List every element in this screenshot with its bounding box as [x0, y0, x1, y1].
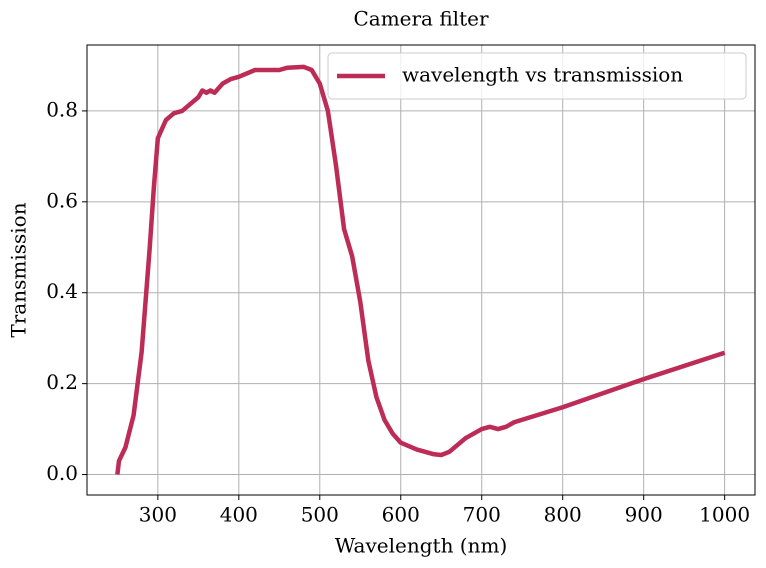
y-axis-label: Transmission	[7, 202, 31, 337]
x-tick-label: 1000	[699, 503, 750, 527]
chart-title: Camera filter	[353, 7, 488, 31]
x-tick-label: 500	[301, 503, 339, 527]
data-line	[115, 64, 726, 475]
x-tick-label: 900	[625, 503, 663, 527]
x-tick-label: 400	[220, 503, 258, 527]
legend-box	[327, 52, 747, 100]
x-tick-label: 600	[382, 503, 420, 527]
x-tick-label: 300	[139, 503, 177, 527]
y-tick-label: 0.2	[46, 370, 78, 394]
plot-frame	[86, 44, 756, 496]
x-tick-label: 800	[544, 503, 582, 527]
legend-label: wavelength vs transmission	[402, 63, 683, 87]
y-tick-label: 0.0	[46, 461, 78, 485]
y-tick-label: 0.8	[46, 97, 78, 121]
x-axis-label: Wavelength (nm)	[335, 534, 508, 558]
y-tick-label: 0.4	[46, 279, 78, 303]
x-tick-label: 700	[463, 503, 501, 527]
y-tick-label: 0.6	[46, 188, 78, 212]
